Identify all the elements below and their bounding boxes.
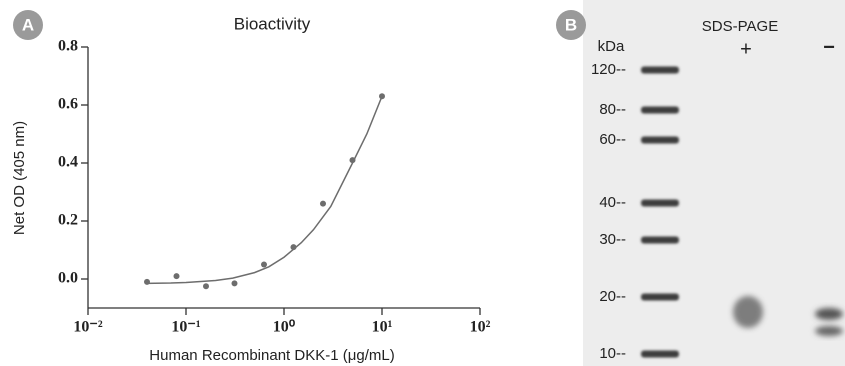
ladder-band (641, 293, 679, 301)
fit-line (146, 96, 383, 285)
data-point (231, 280, 238, 287)
panel-badge (13, 10, 43, 40)
y-axis-label: Net OD (405 nm) (11, 121, 28, 235)
ladder-band (641, 136, 679, 144)
y-tick-label: 0.0 (58, 270, 78, 287)
y-tick-label: 0.6 (58, 96, 78, 113)
data-point (319, 200, 326, 207)
sample-band (815, 326, 843, 336)
x-tick-label: 10⁻¹ (171, 319, 200, 336)
ladder-band (641, 199, 679, 207)
x-axis-label: Human Recombinant DKK-1 (μg/mL) (149, 347, 394, 364)
sample-band (733, 296, 763, 328)
marker-label: 10-- (599, 345, 626, 362)
marker-label: 30-- (599, 231, 626, 248)
ladder-band (641, 106, 679, 114)
x-tick-label: 10² (470, 319, 491, 336)
y-tick-label: 0.2 (58, 212, 78, 229)
marker-label: 80-- (599, 101, 626, 118)
marker-label: 40-- (599, 194, 626, 211)
ladder-band (641, 66, 679, 74)
x-tick-label: 10⁻² (73, 319, 102, 336)
marker-label: 120-- (591, 61, 626, 78)
y-tick-label: 0.8 (58, 38, 78, 55)
panel-letter: B (565, 15, 577, 34)
lane-label: + (740, 38, 752, 60)
ladder-band (641, 236, 679, 244)
x-tick-label: 10¹ (372, 319, 393, 336)
panel-letter: A (22, 15, 34, 34)
gel-background (583, 0, 845, 366)
sample-band (815, 308, 843, 320)
lane-label: − (823, 36, 835, 58)
marker-label: 60-- (599, 131, 626, 148)
gel-title: SDS-PAGE (702, 18, 778, 35)
data-point (173, 273, 180, 280)
data-point (260, 261, 267, 268)
chart-title: Bioactivity (234, 14, 311, 33)
ladder-band (641, 350, 679, 358)
panel-badge (556, 10, 586, 40)
y-tick-label: 0.4 (58, 154, 78, 171)
x-tick-label: 10⁰ (273, 319, 296, 336)
gel-unit: kDa (598, 38, 625, 55)
data-point (203, 283, 210, 290)
marker-label: 20-- (599, 288, 626, 305)
